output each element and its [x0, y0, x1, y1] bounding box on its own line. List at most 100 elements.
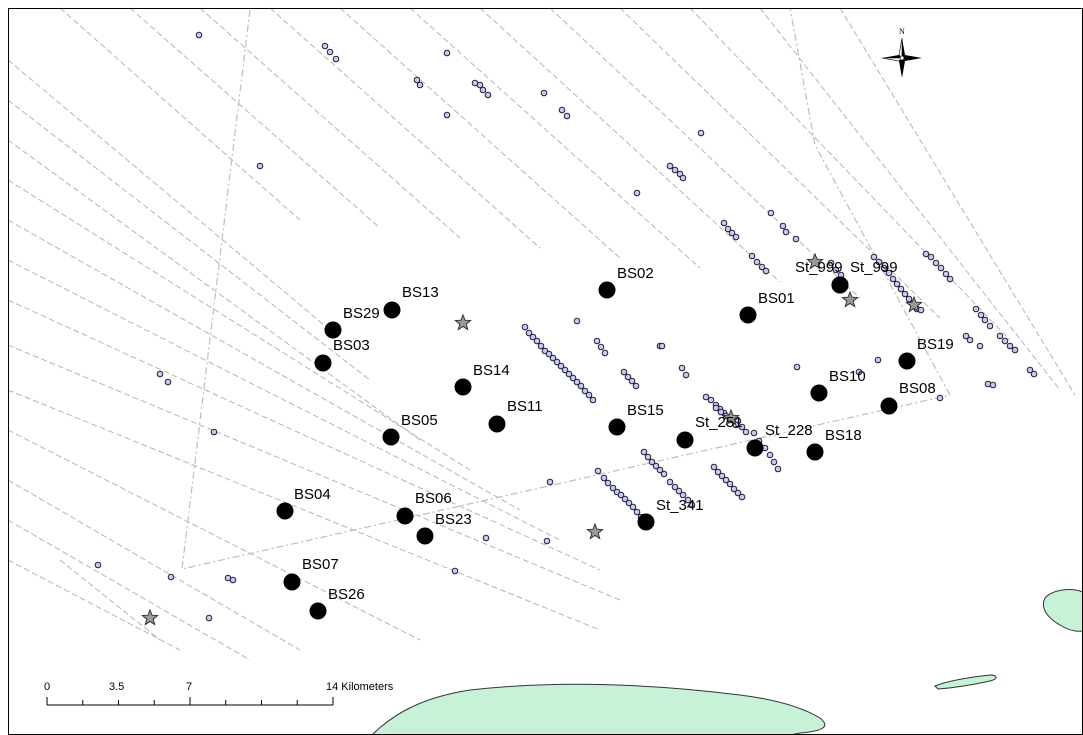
survey-point — [416, 81, 424, 89]
survey-point — [748, 252, 756, 260]
survey-point — [573, 378, 581, 386]
survey-point — [543, 537, 551, 545]
survey-point — [885, 269, 893, 277]
survey-point — [697, 129, 705, 137]
station-marker — [637, 513, 655, 531]
station-label: St_251 — [695, 414, 743, 431]
survey-point — [679, 174, 687, 182]
survey-point — [981, 316, 989, 324]
survey-point — [722, 476, 730, 484]
survey-point — [167, 573, 175, 581]
survey-line — [129, 7, 381, 229]
survey-point — [521, 323, 529, 331]
survey-point — [577, 382, 585, 390]
station-label: BS11 — [507, 398, 543, 415]
survey-points — [94, 31, 1038, 622]
survey-point — [875, 258, 883, 266]
survey-point — [589, 396, 597, 404]
station-label: St_228 — [765, 422, 813, 439]
map-border — [8, 8, 1083, 735]
survey-line — [7, 139, 421, 441]
survey-point — [702, 393, 710, 401]
survey-point — [321, 42, 329, 50]
survey-point — [525, 329, 533, 337]
survey-point — [533, 337, 541, 345]
survey-point — [573, 317, 581, 325]
survey-point — [942, 270, 950, 278]
survey-point — [734, 489, 742, 497]
survey-line — [7, 389, 601, 631]
scale-label-3-5: 3.5 — [109, 681, 124, 693]
survey-point — [889, 275, 897, 283]
survey-point — [682, 371, 690, 379]
survey-point — [762, 267, 770, 275]
survey-line — [689, 7, 1011, 341]
survey-point — [443, 111, 451, 119]
survey-line — [7, 259, 561, 541]
survey-point — [684, 496, 692, 504]
station-label: BS29 — [343, 305, 380, 322]
survey-point — [792, 235, 800, 243]
station-label: BS26 — [328, 586, 365, 603]
survey-point — [946, 275, 954, 283]
station-marker — [806, 443, 824, 461]
station-label: BS14 — [473, 362, 510, 379]
survey-point — [601, 349, 609, 357]
survey-line — [839, 7, 1076, 396]
survey-point — [901, 290, 909, 298]
station-label: BS18 — [825, 427, 862, 444]
survey-point — [656, 466, 664, 474]
survey-point — [996, 332, 1004, 340]
station-marker — [454, 378, 472, 396]
survey-point — [855, 368, 863, 376]
survey-point — [712, 404, 720, 412]
station-marker — [898, 352, 916, 370]
survey-point — [927, 253, 935, 261]
station-label: BS13 — [402, 284, 439, 301]
survey-point — [648, 458, 656, 466]
station-marker — [746, 439, 764, 457]
survey-point — [443, 49, 451, 57]
land-coast-bottom — [371, 683, 826, 735]
station-marker — [383, 301, 401, 319]
survey-point — [640, 448, 648, 456]
survey-point — [718, 472, 726, 480]
survey-point — [880, 264, 888, 272]
star-icon — [722, 408, 740, 426]
survey-point — [652, 462, 660, 470]
survey-point — [620, 368, 628, 376]
survey-line — [7, 519, 251, 661]
station-marker — [598, 281, 616, 299]
survey-point — [966, 336, 974, 344]
station-label: BS05 — [401, 412, 438, 429]
station-label: BS03 — [333, 337, 370, 354]
survey-lines — [7, 7, 1076, 661]
survey-point — [164, 378, 172, 386]
star-icon — [141, 608, 159, 626]
survey-point — [666, 162, 674, 170]
survey-point — [707, 396, 715, 404]
survey-point — [593, 337, 601, 345]
survey-point — [905, 295, 913, 303]
survey-point — [557, 362, 565, 370]
survey-point — [94, 561, 102, 569]
scale-bar: 0 3.5 7 14 Kilometers — [44, 681, 394, 706]
station-label: BS07 — [302, 556, 339, 573]
survey-point — [678, 364, 686, 372]
scale-label-14: 14 Kilometers — [326, 681, 394, 693]
station-marker — [382, 428, 400, 446]
station-label: BS23 — [435, 511, 472, 528]
survey-line — [59, 559, 161, 641]
land-island-right — [1042, 589, 1083, 632]
survey-point — [658, 342, 666, 350]
survey-point — [1001, 337, 1009, 345]
station-marker — [739, 306, 757, 324]
station-marker — [396, 507, 414, 525]
survey-line — [7, 559, 181, 651]
survey-point — [986, 322, 994, 330]
survey-point — [738, 493, 746, 501]
station-marker — [283, 573, 301, 591]
survey-point — [558, 106, 566, 114]
survey-point — [594, 467, 602, 475]
survey-point — [976, 342, 984, 350]
